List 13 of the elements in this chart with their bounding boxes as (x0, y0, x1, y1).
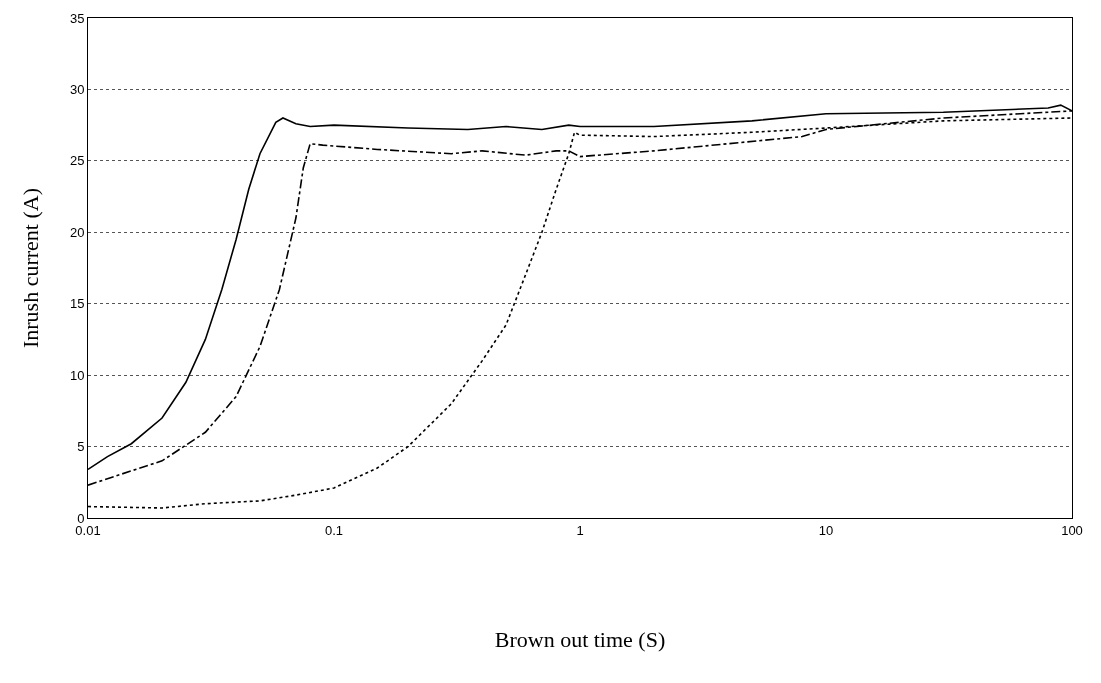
y-tick-label: 30 (69, 81, 85, 97)
x-tick-label: 100 (1061, 522, 1083, 538)
y-tick-label: 15 (69, 296, 85, 312)
y-tick-label: 5 (77, 439, 85, 455)
x-tick-label: 1 (576, 522, 584, 538)
x-tick-label: 10 (818, 522, 834, 538)
x-axis-title: Brown out time (S) (494, 627, 666, 653)
y-tick-label: 10 (69, 367, 85, 383)
x-tick-label: 0.1 (324, 522, 344, 538)
y-tick-label: 25 (69, 153, 85, 169)
y-tick-label: 20 (69, 224, 85, 240)
y-axis-title: Inrush current (A) (17, 187, 43, 349)
y-tick-label: 35 (69, 10, 85, 26)
